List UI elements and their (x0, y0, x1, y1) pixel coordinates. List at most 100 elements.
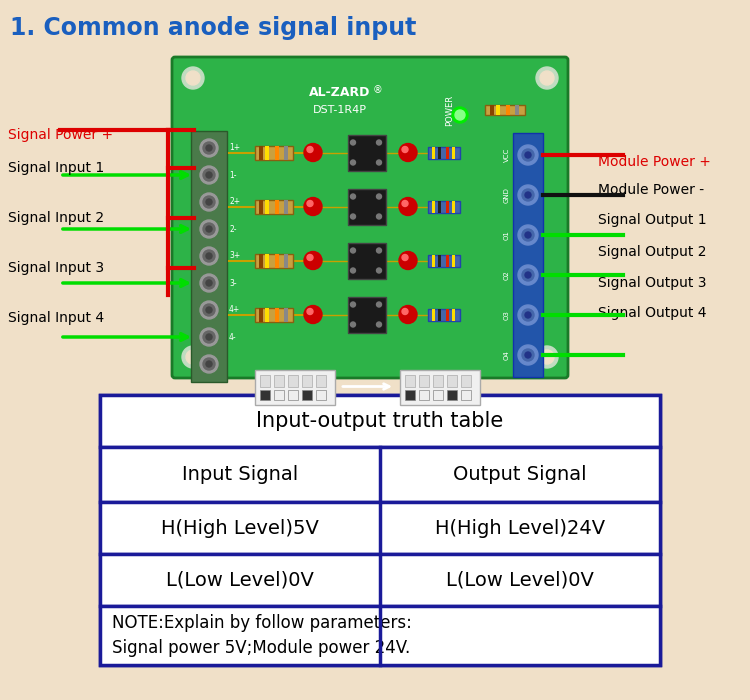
Bar (400, 370, 480, 405)
Text: H(High Level)24V: H(High Level)24V (435, 519, 605, 538)
Circle shape (540, 71, 554, 85)
Bar (259, 199, 263, 213)
Circle shape (350, 322, 355, 327)
Text: L(Low Level)0V: L(Low Level)0V (446, 570, 594, 589)
Bar (348, 297, 386, 332)
Bar (452, 255, 455, 267)
Bar (255, 307, 293, 321)
Circle shape (452, 107, 468, 123)
Circle shape (206, 307, 212, 313)
Bar (288, 374, 298, 386)
Bar (259, 253, 263, 267)
Bar (452, 146, 455, 158)
Bar (316, 389, 326, 400)
Circle shape (455, 110, 465, 120)
Circle shape (200, 355, 218, 373)
Circle shape (186, 71, 200, 85)
Circle shape (402, 200, 408, 206)
Circle shape (518, 345, 538, 365)
Circle shape (206, 145, 212, 151)
Circle shape (206, 253, 212, 259)
Text: Signal Output 2: Signal Output 2 (598, 245, 706, 259)
Circle shape (350, 302, 355, 307)
Circle shape (525, 272, 531, 278)
Bar (284, 253, 288, 267)
Circle shape (350, 194, 355, 199)
Circle shape (518, 145, 538, 165)
Bar (506, 105, 510, 115)
Bar (284, 199, 288, 213)
Circle shape (350, 140, 355, 145)
Circle shape (304, 305, 322, 323)
Bar (432, 309, 435, 321)
Circle shape (307, 255, 313, 260)
Bar (348, 134, 386, 171)
Bar (433, 374, 443, 386)
Circle shape (525, 192, 531, 198)
Circle shape (518, 225, 538, 245)
Bar (446, 200, 449, 213)
Circle shape (203, 169, 215, 181)
Text: Module Power +: Module Power + (598, 155, 711, 169)
Circle shape (206, 280, 212, 286)
Text: Signal Power +: Signal Power + (8, 128, 113, 142)
Bar (432, 200, 435, 213)
Text: GND: GND (504, 187, 510, 203)
Bar (452, 309, 455, 321)
Text: VCC: VCC (504, 148, 510, 162)
Circle shape (522, 269, 534, 281)
Circle shape (200, 166, 218, 184)
Bar (265, 253, 269, 267)
Bar (461, 389, 471, 400)
Bar (255, 370, 335, 405)
FancyBboxPatch shape (172, 57, 568, 378)
Circle shape (525, 152, 531, 158)
Bar (428, 309, 460, 321)
Text: AL-ZARD: AL-ZARD (309, 85, 370, 99)
Circle shape (350, 214, 355, 219)
Bar (275, 253, 279, 267)
Bar (265, 146, 269, 160)
Text: Signal Input 3: Signal Input 3 (8, 261, 104, 275)
Text: O2: O2 (504, 270, 510, 280)
Circle shape (206, 172, 212, 178)
Bar (259, 146, 263, 160)
Bar (419, 374, 429, 386)
Circle shape (402, 146, 408, 153)
Circle shape (350, 248, 355, 253)
Bar (274, 374, 284, 386)
Bar (274, 389, 284, 400)
Bar (461, 374, 471, 386)
Circle shape (376, 194, 382, 199)
Circle shape (203, 223, 215, 235)
Circle shape (200, 139, 218, 157)
Bar (284, 307, 288, 321)
Bar (438, 309, 441, 321)
Circle shape (525, 312, 531, 318)
Text: NOTE:Explain by follow parameters:
Signal power 5V;Module power 24V.: NOTE:Explain by follow parameters: Signa… (112, 614, 412, 657)
Text: Input Signal: Input Signal (182, 465, 298, 484)
Bar (447, 374, 457, 386)
Text: 1-: 1- (229, 171, 236, 179)
Circle shape (350, 160, 355, 165)
Text: Signal Input 4: Signal Input 4 (8, 311, 104, 325)
Circle shape (399, 305, 417, 323)
Bar (405, 389, 415, 400)
Bar (302, 389, 312, 400)
Circle shape (203, 304, 215, 316)
Text: ®: ® (374, 85, 382, 95)
Circle shape (203, 277, 215, 289)
Bar (433, 389, 443, 400)
Circle shape (399, 144, 417, 162)
Bar (452, 200, 455, 213)
Circle shape (182, 346, 204, 368)
Circle shape (203, 250, 215, 262)
Bar (275, 146, 279, 160)
Bar (405, 374, 415, 386)
Circle shape (376, 140, 382, 145)
Circle shape (525, 352, 531, 358)
Text: Signal Output 3: Signal Output 3 (598, 276, 706, 290)
Text: Signal Input 1: Signal Input 1 (8, 161, 104, 175)
Circle shape (304, 251, 322, 270)
Circle shape (200, 301, 218, 319)
